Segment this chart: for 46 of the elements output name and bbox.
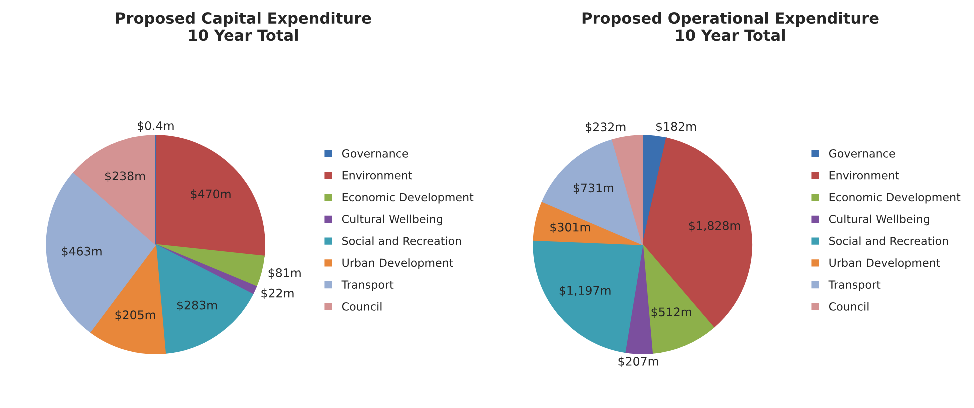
data-label: $283m <box>177 300 218 312</box>
data-label: $22m <box>262 288 294 300</box>
data-label: $470m <box>191 190 231 200</box>
data-label: $731m <box>574 183 614 194</box>
legend-label: Economic Development <box>830 192 961 204</box>
chart-title: Proposed Operational Expenditure 10 Year Total <box>582 12 879 42</box>
pie-slice <box>155 244 254 354</box>
pie-slice <box>624 244 654 354</box>
legend-label: Transport <box>342 280 394 292</box>
legend-label: Governance <box>829 149 896 158</box>
data-label: $81m <box>268 268 301 280</box>
legend-label: Transport <box>828 280 881 292</box>
legend-label: Social and Recreation <box>830 236 948 246</box>
legend-label: Cultural Wellbeing <box>829 214 930 226</box>
data-label: $0.4m <box>138 121 174 132</box>
data-label: $207m <box>618 356 658 368</box>
pie-slice <box>612 135 644 246</box>
pie-slice <box>73 135 156 246</box>
chart-title: Proposed Capital Expenditure 10 Year Total <box>116 12 372 42</box>
data-label: $182m <box>656 122 696 133</box>
pie-slice <box>155 135 266 257</box>
pie-slice <box>542 139 644 246</box>
legend-label: Governance <box>342 149 408 158</box>
data-label: $238m <box>106 171 146 182</box>
pie-slice <box>642 244 714 354</box>
data-label: $301m <box>550 222 590 234</box>
legend-label: Urban Development <box>342 258 454 270</box>
legend-label: Economic Development <box>342 192 474 204</box>
data-label: $232m <box>586 122 626 134</box>
legend-label: Council <box>342 302 382 311</box>
pie-slice <box>155 244 265 288</box>
pie-slice <box>533 201 644 246</box>
data-label: $1,828m <box>689 221 740 232</box>
data-label: $205m <box>116 310 156 322</box>
legend-label: Cultural Wellbeing <box>342 214 442 226</box>
pie-slice <box>533 240 644 354</box>
legend-label: Urban Development <box>830 258 940 270</box>
legend-label: Council <box>829 302 869 311</box>
legend-label: Environment <box>830 171 900 180</box>
legend-label: Environment <box>342 171 412 180</box>
data-label: $512m <box>652 307 692 318</box>
legend-label: Social and Recreation <box>342 236 462 246</box>
pie-slice <box>642 138 752 328</box>
data-label: $1,197m <box>560 286 611 297</box>
pie-slice <box>46 172 156 333</box>
data-label: $463m <box>62 246 102 258</box>
